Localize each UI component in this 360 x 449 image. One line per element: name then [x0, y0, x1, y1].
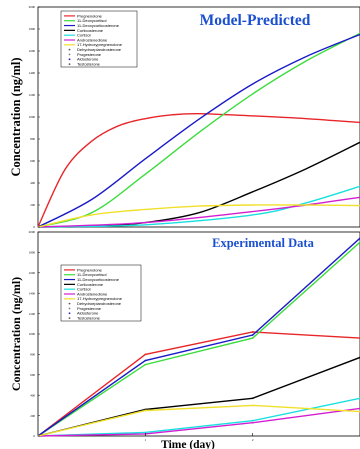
y-tick-label: 0 — [33, 434, 35, 438]
legend-label-17-hydroxypregnenolone: 17-Hydroxypregnenolone — [77, 296, 123, 301]
y-tick-labels: 0 200 400 600 800 1000 1200 1400 1600 1800 2000 — [29, 5, 40, 229]
y-tick-label: 1200 — [29, 93, 36, 97]
legend-marker-progesterone — [68, 307, 71, 310]
series-line-11-deoxycortisol — [37, 32, 360, 228]
legend-marker-testosterone — [68, 317, 71, 319]
series-line-androstenedione — [37, 196, 360, 228]
legend-label-17-hydroxypregnenolone: 17-Hydroxypregnenolone — [77, 42, 123, 47]
y-tick-label: 1800 — [29, 27, 36, 31]
y-tick-label: 600 — [30, 159, 35, 163]
plot-area — [37, 231, 360, 437]
legend-label-dehydroepiandrosterone: Dehydroepiandrosterone — [77, 301, 122, 306]
x-axis-label: Time (day) — [161, 439, 215, 449]
y-tick-label: 2000 — [29, 5, 36, 9]
y-tick-label: 200 — [30, 203, 35, 207]
series-line-cortisol — [37, 397, 360, 437]
y-tick-label: 800 — [30, 353, 35, 357]
data-point-17-hydroxypregnenolone — [251, 404, 254, 407]
legend-label-pregnenolone: Pregnenolone — [77, 267, 103, 272]
y-tick-label: 1600 — [29, 271, 36, 275]
data-point-androstenedione — [251, 421, 254, 424]
series-line-pregnenolone — [37, 112, 360, 228]
legend-marker-dehydroepiandrosterone — [68, 302, 71, 305]
chart-title: Experimental Data — [212, 236, 314, 250]
chart-title: Model-Predicted — [200, 12, 311, 29]
series-line-17-hydroxypregnenolone — [37, 204, 360, 228]
data-point-11-deoxycorticosterone — [144, 359, 147, 362]
y-tick-label: 1000 — [29, 332, 36, 336]
y-tick-label: 2000 — [29, 230, 36, 234]
legend-label-androstenedione: Androstenedione — [77, 37, 108, 42]
legend-marker-testosterone — [68, 63, 71, 65]
legend-label-corticosterone: Corticosterone — [77, 28, 104, 33]
legend-marker-aldosterone — [68, 58, 71, 61]
legend-marker-dehydroepiandrosterone — [68, 48, 71, 51]
legend-label-cortisol: Cortisol — [77, 287, 91, 292]
data-point-11-deoxycorticosterone — [251, 334, 254, 336]
y-tick-label: 400 — [30, 181, 35, 185]
y-tick-label: 400 — [30, 393, 35, 397]
legend-label-progesterone: Progesterone — [77, 52, 102, 57]
series-line-11-deoxycorticosterone — [37, 33, 360, 228]
y-tick-labels: 0 200 400 600 800 1000 1200 1400 1600 1800 2000 — [29, 230, 40, 438]
y-axis-label: Concentration (ng/ml) — [9, 57, 23, 176]
series-line-cortisol — [37, 185, 360, 228]
legend-label-testosterone: Testosterone — [77, 315, 101, 320]
legend-label-11-deoxycortisol: 11-Deoxycortisol — [77, 18, 107, 23]
y-tick-label: 1400 — [29, 291, 36, 295]
series-line-pregnenolone — [37, 331, 360, 437]
model-predicted-panel: 0 200 400 600 800 1000 1200 1400 1600 1800 2000 Mo… — [9, 5, 360, 229]
data-point-corticosterone — [251, 397, 254, 400]
y-tick-label: 1600 — [29, 49, 36, 53]
x-tick-label: 2 — [252, 438, 254, 442]
series-line-11-deoxycortisol — [37, 241, 360, 437]
legend-marker-aldosterone — [68, 312, 71, 315]
data-point-11-deoxycortisol — [144, 363, 147, 366]
legend: Pregnenolone11-Deoxycortisol11-Deoxycort… — [60, 264, 142, 322]
data-point-cortisol — [251, 419, 254, 422]
y-tick-label: 800 — [30, 137, 35, 141]
legend-label-progesterone: Progesterone — [77, 306, 102, 311]
data-point-pregnenolone — [251, 331, 254, 333]
y-tick-label: 200 — [30, 414, 35, 418]
y-tick-label: 1800 — [29, 251, 36, 255]
data-point-11-deoxycortisol — [251, 337, 254, 339]
legend-marker-progesterone — [68, 53, 71, 56]
x-tick-label: 1 — [145, 438, 147, 442]
series-line-17-hydroxypregnenolone — [37, 404, 360, 437]
legend-label-cortisol: Cortisol — [77, 33, 91, 38]
data-point-pregnenolone — [144, 353, 147, 356]
y-axis-label: Concentration (ng/ml) — [9, 277, 23, 391]
series-group — [37, 32, 360, 228]
legend-label-testosterone: Testosterone — [77, 61, 101, 66]
legend-label-aldosterone: Aldosterone — [77, 57, 99, 62]
series-group — [37, 237, 360, 437]
legend-label-dehydroepiandrosterone: Dehydroepiandrosterone — [77, 47, 122, 52]
y-tick-label: 1400 — [29, 71, 36, 75]
legend-label-androstenedione: Androstenedione — [77, 291, 108, 296]
legend-label-11-deoxycortisol: 11-Deoxycortisol — [77, 272, 107, 277]
y-tick-label: 600 — [30, 373, 35, 377]
y-tick-label: 0 — [33, 225, 35, 229]
series-line-11-deoxycorticosterone — [37, 237, 360, 437]
data-point-17-hydroxypregnenolone — [144, 409, 147, 412]
series-line-androstenedione — [37, 407, 360, 437]
legend-label-aldosterone: Aldosterone — [77, 311, 99, 316]
y-tick-label: 1200 — [29, 312, 36, 316]
y-tick-label: 1000 — [29, 115, 36, 119]
legend-label-11-deoxycorticosterone: 11-Deoxycorticosterone — [77, 277, 120, 282]
legend: Pregnenolone11-Deoxycortisol11-Deoxycort… — [60, 10, 138, 68]
legend-label-11-deoxycorticosterone: 11-Deoxycorticosterone — [77, 23, 120, 28]
data-point-cortisol — [144, 431, 147, 434]
legend-label-pregnenolone: Pregnenolone — [77, 13, 103, 18]
legend-label-corticosterone: Corticosterone — [77, 282, 104, 287]
